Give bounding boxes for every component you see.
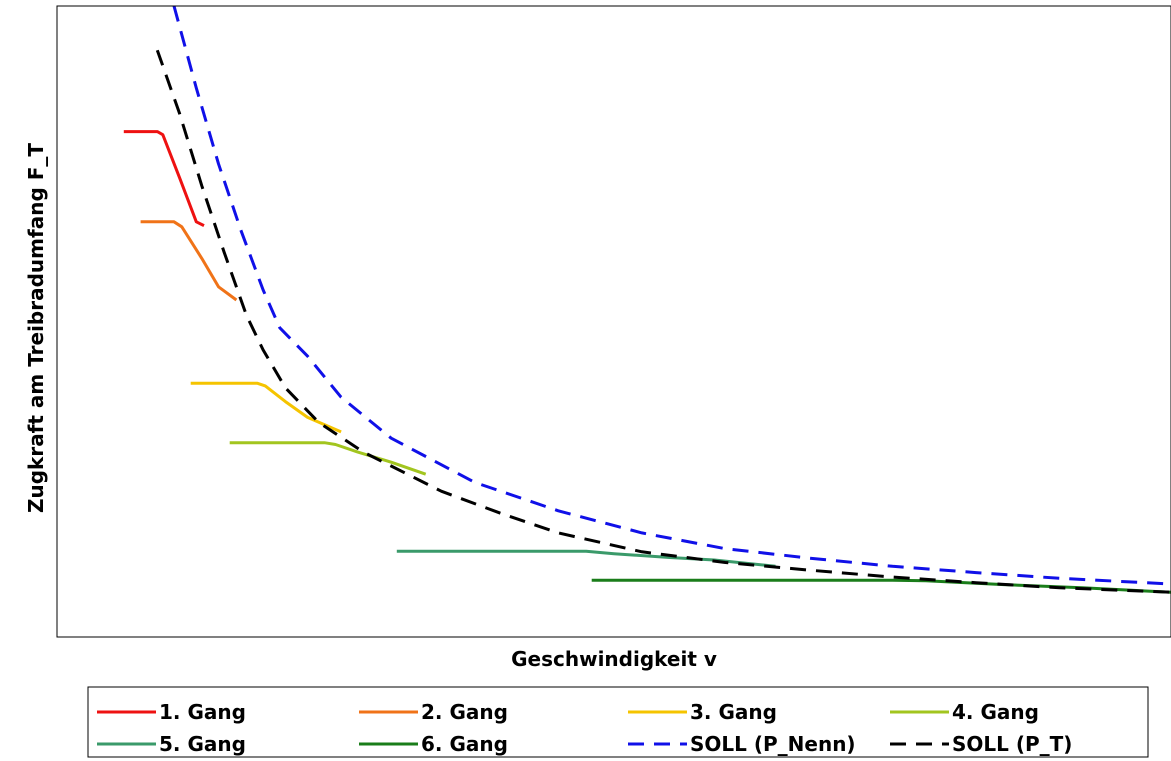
legend-label: 4. Gang bbox=[952, 700, 1039, 724]
legend-label: 5. Gang bbox=[159, 732, 246, 756]
legend-label: SOLL (P_Nenn) bbox=[690, 732, 856, 756]
legend-frame bbox=[87, 686, 1149, 758]
legend-item-soll-p-nenn: SOLL (P_Nenn) bbox=[628, 732, 856, 756]
legend: 1. Gang 2. Gang 3. Gang 4. Gang 5. Gang 6. Ga… bbox=[87, 686, 1149, 758]
series-line-2-gang bbox=[140, 220, 238, 302]
legend-item-3-gang: 3. Gang bbox=[628, 700, 777, 724]
plot-area-frame bbox=[56, 5, 1171, 638]
series-line-6-gang bbox=[591, 578, 1171, 594]
legend-item-1-gang: 1. Gang bbox=[97, 700, 246, 724]
legend-item-6-gang: 6. Gang bbox=[359, 732, 508, 756]
series-line-soll-p-nenn bbox=[172, 6, 1171, 586]
y-axis-label: Zugkraft am Treibradumfang F_T bbox=[24, 143, 48, 513]
legend-label: 3. Gang bbox=[690, 700, 777, 724]
legend-item-2-gang: 2. Gang bbox=[359, 700, 508, 724]
legend-item-5-gang: 5. Gang bbox=[97, 732, 246, 756]
legend-label: 1. Gang bbox=[159, 700, 246, 724]
legend-item-4-gang: 4. Gang bbox=[890, 700, 1039, 724]
series-line-soll-p-t bbox=[155, 49, 1171, 594]
series-line-1-gang bbox=[123, 130, 205, 227]
series-line-3-gang bbox=[190, 381, 342, 434]
legend-label: SOLL (P_T) bbox=[952, 732, 1072, 756]
series-line-4-gang bbox=[229, 441, 427, 476]
legend-label: 2. Gang bbox=[421, 700, 508, 724]
legend-label: 6. Gang bbox=[421, 732, 508, 756]
x-axis-label: Geschwindigkeit v bbox=[511, 647, 717, 671]
legend-item-soll-p-t: SOLL (P_T) bbox=[890, 732, 1072, 756]
legend-items: 1. Gang 2. Gang 3. Gang 4. Gang 5. Gang 6. Ga… bbox=[97, 700, 1072, 756]
plot-lines bbox=[123, 6, 1171, 594]
